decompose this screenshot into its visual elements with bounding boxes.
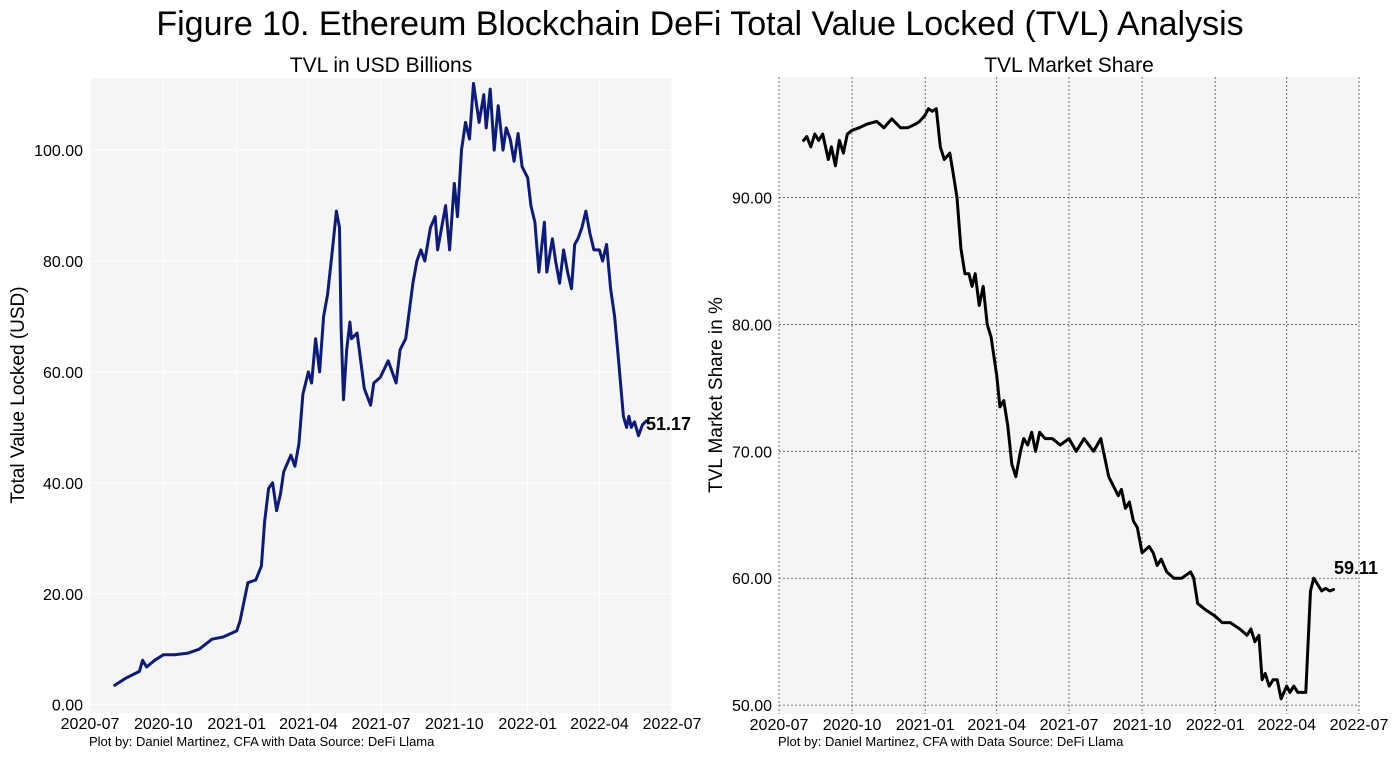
figure-title: Figure 10. Ethereum Blockchain DeFi Tota…	[156, 5, 1244, 43]
data-source-credit: Plot by: Daniel Martinez, CFA with Data …	[89, 734, 435, 749]
y-tick-label: 80.00	[43, 254, 83, 271]
y-tick-label: 40.00	[43, 476, 83, 493]
x-tick-label: 2022-04	[570, 716, 629, 733]
x-tick-label: 2022-07	[643, 716, 702, 733]
y-tick-label: 70.00	[732, 444, 772, 461]
y-tick-label: 0.00	[52, 698, 83, 715]
end-value-label: 59.11	[1334, 558, 1378, 578]
x-tick-label: 2021-10	[425, 716, 484, 733]
x-tick-label: 2021-04	[279, 716, 338, 733]
x-tick-label: 2020-07	[750, 717, 809, 734]
x-tick-label: 2021-01	[896, 717, 955, 734]
x-tick-label: 2022-04	[1257, 717, 1316, 734]
x-tick-label: 2021-04	[967, 717, 1026, 734]
x-tick-label: 2022-01	[498, 716, 557, 733]
market-share-line	[802, 107, 1336, 701]
y-tick-labels: 50.00 60.00 70.00 80.00 90.00	[732, 191, 772, 716]
y-tick-label: 60.00	[43, 365, 83, 382]
gridlines	[778, 77, 1360, 714]
x-tick-label: 2021-07	[352, 716, 411, 733]
y-tick-label: 60.00	[732, 571, 772, 588]
y-tick-label: 100.00	[34, 143, 83, 160]
tvl-market-share-chart: 2020-07 2020-10 2021-01 2021-04 2021-07 2021-…	[706, 54, 1388, 734]
end-value-label: 51.17	[646, 414, 691, 434]
tvl-line	[113, 82, 648, 687]
y-axis-label: Total Value Locked (USD)	[8, 286, 29, 503]
x-tick-label: 2022-01	[1186, 717, 1245, 734]
y-tick-label: 20.00	[43, 587, 83, 604]
x-tick-label: 2021-10	[1113, 717, 1172, 734]
data-source-credit: Plot by: Daniel Martinez, CFA with Data …	[778, 734, 1124, 749]
y-tick-label: 50.00	[732, 698, 772, 715]
y-tick-label: 90.00	[732, 191, 772, 208]
x-tick-label: 2021-01	[207, 716, 266, 733]
x-tick-labels: 2020-07 2020-10 2021-01 2021-04 2021-07 2021-…	[61, 716, 702, 733]
y-tick-labels: 0.00 20.00 40.00 60.00 80.00 100.00	[34, 143, 83, 715]
x-tick-label: 2021-07	[1040, 717, 1099, 734]
x-tick-labels: 2020-07 2020-10 2021-01 2021-04 2021-07 2021-…	[750, 717, 1389, 734]
plot-background	[779, 77, 1359, 714]
x-tick-label: 2020-10	[823, 717, 882, 734]
x-tick-label: 2020-07	[61, 716, 120, 733]
chart-title: TVL Market Share	[984, 54, 1154, 77]
tvl-usd-chart: 2020-07 2020-10 2021-01 2021-04 2021-07 2021-…	[8, 54, 701, 733]
x-tick-label: 2020-10	[134, 716, 193, 733]
x-tick-label: 2022-07	[1330, 717, 1389, 734]
y-axis-label: TVL Market Share in %	[706, 297, 727, 493]
chart-title: TVL in USD Billions	[290, 54, 472, 77]
y-tick-label: 80.00	[732, 317, 772, 334]
